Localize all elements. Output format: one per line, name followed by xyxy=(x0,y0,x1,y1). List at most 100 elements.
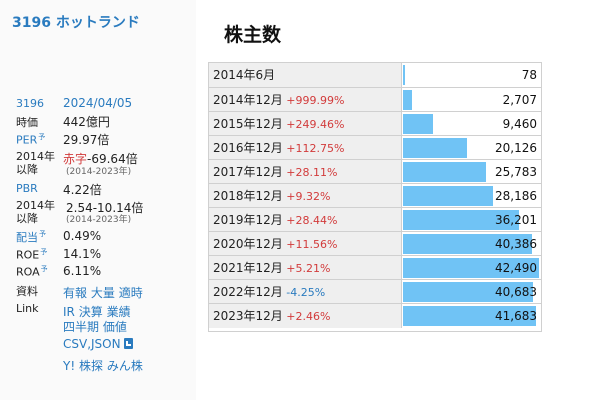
category-label: 2014年6月 xyxy=(213,68,276,82)
row-label: 2022年12月 -4.25% xyxy=(209,280,402,304)
value-label: 36,201 xyxy=(495,213,537,227)
value-link[interactable]: 価値 xyxy=(102,320,127,334)
category-label: 2022年12月 xyxy=(213,285,283,299)
bar xyxy=(403,90,412,110)
row-label: 2016年12月 +112.75% xyxy=(209,136,402,160)
category-label: 2021年12月 xyxy=(213,261,283,275)
pbr-range-years: (2014-2023年) xyxy=(66,215,132,225)
per-range-years: (2014-2023年) xyxy=(66,167,132,177)
yahoo-link[interactable]: Y! xyxy=(63,359,76,373)
links-row-2: 四半期 価値 xyxy=(63,318,127,335)
row-label: 2014年12月 +999.99% xyxy=(209,88,402,112)
row-label: 2017年12月 +28.11% xyxy=(209,160,402,184)
row-label: 2019年12月 +28.44% xyxy=(209,208,402,232)
roa-label: ROA予 xyxy=(16,265,48,279)
value-label: 28,186 xyxy=(495,189,537,203)
value-label: 40,683 xyxy=(495,285,537,299)
bar xyxy=(403,306,536,326)
quarterly-link[interactable]: 四半期 xyxy=(63,320,100,334)
category-label: 2019年12月 xyxy=(213,213,283,227)
change-label: +5.21% xyxy=(282,262,331,275)
yuho-link[interactable]: 有報 xyxy=(63,286,88,300)
ir-link[interactable]: IR xyxy=(63,305,75,319)
bar xyxy=(403,282,533,302)
value-label: 40,386 xyxy=(495,237,537,251)
pbr-range-years-label: 2014年以降 xyxy=(16,199,55,225)
category-label: 2018年12月 xyxy=(213,189,283,203)
category-label: 2015年12月 xyxy=(213,117,283,131)
value-label: 78 xyxy=(521,68,537,82)
market-cap-value: 442億円 xyxy=(63,115,110,129)
row-label: 2014年6月 xyxy=(209,63,402,87)
date[interactable]: 2024/04/05 xyxy=(63,96,133,110)
gyoseki-link[interactable]: 業績 xyxy=(106,305,131,319)
table-row: 2022年12月 -4.25% 40,683 xyxy=(209,279,541,304)
table-row: 2016年12月 +112.75% 20,126 xyxy=(209,135,541,160)
row-label: 2021年12月 +5.21% xyxy=(209,256,402,280)
category-label: 2017年12月 xyxy=(213,165,283,179)
roe-label: ROE予 xyxy=(16,248,48,262)
change-label: +28.44% xyxy=(282,214,338,227)
table-row: 2014年6月 78 xyxy=(209,63,541,87)
bar xyxy=(403,234,532,254)
link-label: Link xyxy=(16,302,39,315)
dividend-label[interactable]: 配当予 xyxy=(16,230,46,244)
links-row-3: Y! 株探 みん株 xyxy=(63,357,143,374)
pbr-label[interactable]: PBR xyxy=(16,182,38,195)
per-range: 赤字-69.64倍 xyxy=(63,152,138,166)
tairyo-link[interactable]: 大量 xyxy=(90,286,115,300)
table-row: 2023年12月 +2.46% 41,683 xyxy=(209,303,541,328)
change-label: +2.46% xyxy=(282,310,331,323)
change-label: -4.25% xyxy=(282,286,326,299)
table-row: 2015年12月 +249.46% 9,460 xyxy=(209,111,541,136)
bar xyxy=(403,186,493,206)
bar xyxy=(403,114,433,134)
kabutan-link[interactable]: 株探 xyxy=(78,359,103,373)
bar xyxy=(403,65,405,85)
change-label: +999.99% xyxy=(282,94,345,107)
table-row: 2014年12月 +999.99% 2,707 xyxy=(209,87,541,112)
table-row: 2018年12月 +9.32% 28,186 xyxy=(209,183,541,208)
table-row: 2019年12月 +28.44% 36,201 xyxy=(209,207,541,232)
chart-title: 株主数 xyxy=(224,24,282,46)
category-label: 2014年12月 xyxy=(213,93,283,107)
value-label: 41,683 xyxy=(495,309,537,323)
pbr-range: 2.54-10.14倍 xyxy=(66,201,144,215)
table-row: 2020年12月 +11.56% 40,386 xyxy=(209,231,541,256)
stock-code[interactable]: 3196 xyxy=(16,97,44,110)
change-label: +28.11% xyxy=(282,166,338,179)
bar xyxy=(403,138,467,158)
bar xyxy=(403,162,486,182)
materials-label: 資料 xyxy=(16,285,38,298)
value-label: 42,490 xyxy=(495,261,537,275)
per-label[interactable]: PER予 xyxy=(16,133,46,147)
sidebar: 3196 ホットランド 3196 2024/04/05 時価 442億円 PER… xyxy=(0,0,196,400)
csv-json-link[interactable]: CSV,JSON xyxy=(63,337,133,351)
change-label: +249.46% xyxy=(282,118,345,131)
table-row: 2017年12月 +28.11% 25,783 xyxy=(209,159,541,184)
market-cap-label: 時価 xyxy=(16,116,38,129)
bar xyxy=(403,258,539,278)
change-label: +112.75% xyxy=(282,142,345,155)
row-label: 2018年12月 +9.32% xyxy=(209,184,402,208)
table-row: 2021年12月 +5.21% 42,490 xyxy=(209,255,541,280)
row-label: 2020年12月 +11.56% xyxy=(209,232,402,256)
row-label: 2023年12月 +2.46% xyxy=(209,304,402,328)
company-link[interactable]: 3196 ホットランド xyxy=(12,15,140,31)
links-row-1: IR 決算 業績 xyxy=(63,303,131,320)
pbr-value: 4.22倍 xyxy=(63,183,102,197)
value-label: 25,783 xyxy=(495,165,537,179)
per-range-years-label: 2014年以降 xyxy=(16,150,55,176)
category-label: 2016年12月 xyxy=(213,141,283,155)
value-label: 20,126 xyxy=(495,141,537,155)
value-label: 9,460 xyxy=(502,117,537,131)
bar xyxy=(403,210,519,230)
category-label: 2020年12月 xyxy=(213,237,283,251)
shareholder-table: 2014年6月 78 2014年12月 +999.99% 2,707 2015年12月 … xyxy=(208,62,542,332)
download-icon xyxy=(123,338,133,349)
kessan-link[interactable]: 決算 xyxy=(78,305,103,319)
minkabu-link[interactable]: みん株 xyxy=(106,359,143,373)
tekiji-link[interactable]: 適時 xyxy=(118,286,143,300)
roe-value: 14.1% xyxy=(63,247,102,261)
roa-value: 6.11% xyxy=(63,264,102,278)
